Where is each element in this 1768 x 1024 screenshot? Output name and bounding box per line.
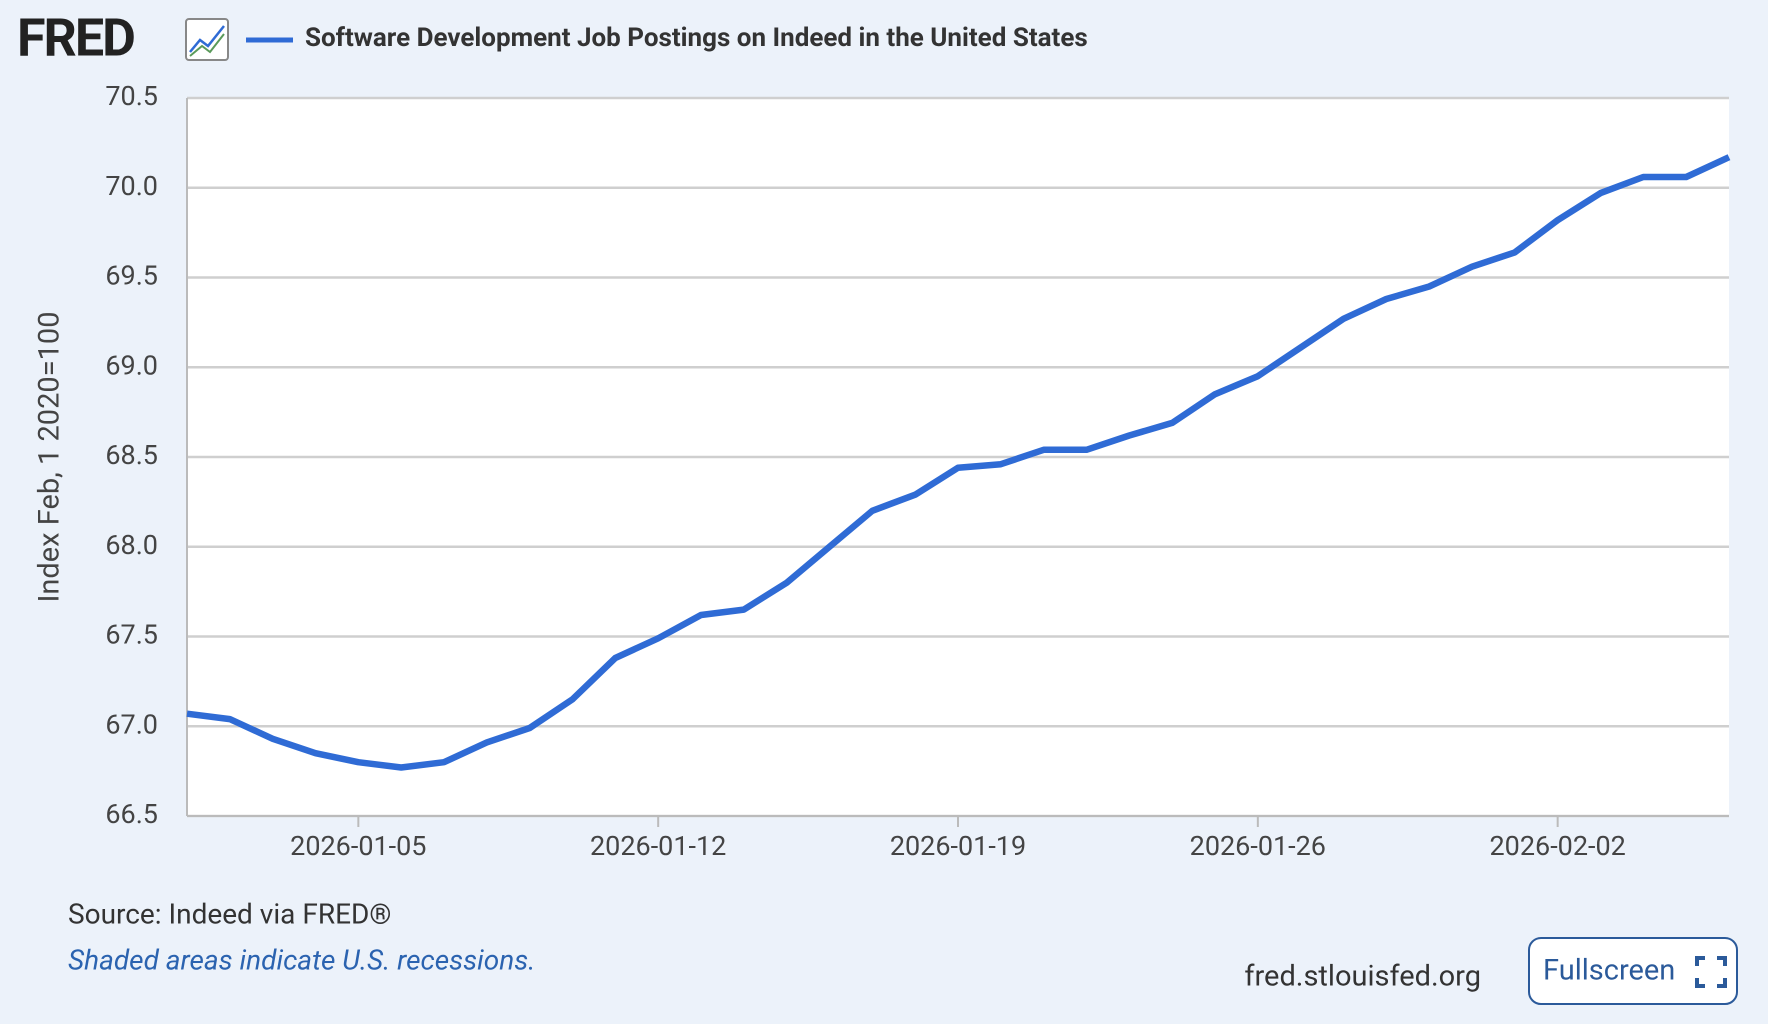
y-axis-label: Index Feb, 1 2020=100 (33, 311, 67, 602)
source: Source: Indeed via FRED® (68, 897, 391, 930)
url: fred.stlouisfed.org (1244, 960, 1481, 994)
series-line (186, 154, 1731, 771)
fullscreen-button[interactable]: Fullscreen (1528, 937, 1738, 1005)
y-tick-label: 68.0 (105, 529, 158, 561)
x-tick-label: 2026-01-26 (1190, 830, 1326, 862)
x-tick-label: 2026-02-02 (1490, 830, 1626, 862)
x-tick-label: 2026-01-19 (890, 830, 1026, 862)
y-tick-label: 67.0 (105, 708, 158, 740)
y-tick-label: 69.0 (105, 349, 158, 381)
button-label[interactable]: Fullscreen (1543, 954, 1675, 988)
y-tick-label: 66.5 (105, 798, 158, 830)
y-tick-label: 70.0 (105, 170, 158, 202)
graph-icon (185, 18, 229, 61)
y-tick-label: 70.5 (105, 80, 158, 112)
y-tick-label: 69.5 (105, 260, 158, 292)
x-tick-label: 2026-01-12 (590, 830, 726, 862)
note: Shaded areas indicate U.S. recessions. (68, 943, 535, 976)
y-tick-label: 68.5 (105, 439, 158, 471)
x-tick-label: 2026-01-05 (290, 830, 426, 862)
legend-label: Software Development Job Postings on Ind… (305, 23, 1088, 53)
logo: FRED (17, 8, 134, 69)
y-tick-label: 67.5 (105, 619, 158, 651)
